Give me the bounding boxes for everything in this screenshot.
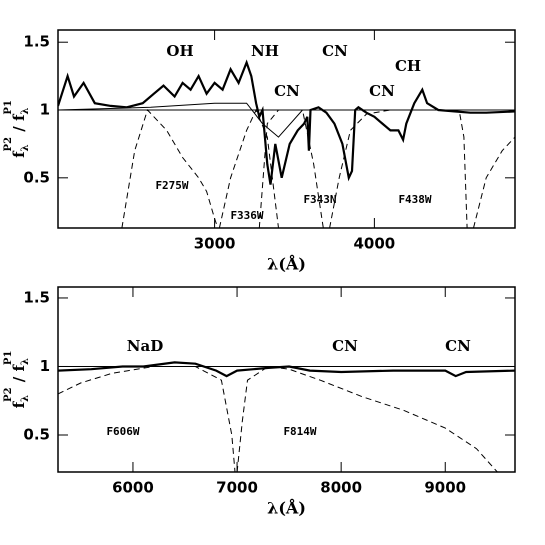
filter-label: F343N: [303, 193, 336, 206]
x-tick-label: 6000: [112, 479, 154, 497]
y-axis-label: fλP2 / fλP1: [3, 100, 31, 158]
x-tick-label: 9000: [424, 479, 466, 497]
filter-label: F814W: [283, 425, 316, 438]
y-axis-label-part: P2: [3, 137, 14, 152]
axes-frame: [57, 286, 516, 473]
annotation: CH: [395, 57, 421, 75]
y-axis-label-part: f: [10, 400, 28, 408]
y-axis-label-part: λ: [20, 108, 31, 115]
series-line: [58, 366, 236, 472]
y-tick-label: 0.5: [23, 168, 50, 186]
series-line: [329, 109, 468, 228]
y-tick-label: 1: [40, 101, 50, 119]
y-axis-label-part: λ: [20, 358, 31, 365]
y-tick-label: 1.5: [23, 288, 50, 306]
annotation: NH: [251, 42, 279, 60]
filter-label: F606W: [106, 425, 139, 438]
x-tick-label: 7000: [216, 479, 258, 497]
annotation: OH: [166, 42, 193, 60]
filter-label: F438W: [398, 193, 431, 206]
x-tick-label: 4000: [354, 235, 396, 253]
y-axis-label-part: / f: [10, 113, 28, 137]
x-tick-label: 3000: [194, 235, 236, 253]
annotation: CN: [369, 82, 395, 100]
y-axis-label-part: P2: [3, 387, 14, 402]
axes-frame: [57, 29, 516, 229]
y-axis-label-part: P1: [3, 100, 14, 114]
y-axis-label-part: f: [10, 150, 28, 158]
y-tick-label: 1: [40, 357, 50, 375]
filter-label: F336W: [230, 209, 263, 222]
y-tick-label: 1.5: [23, 33, 50, 51]
series-line: [58, 102, 515, 138]
y-axis-label-part: P1: [3, 351, 14, 365]
x-axis-label: λ(Å): [267, 497, 306, 518]
series-line: [473, 136, 515, 228]
annotation: CN: [274, 82, 300, 100]
y-axis-label-part: λ: [20, 395, 31, 402]
filter-label: F275W: [155, 179, 188, 192]
annotation: CN: [332, 337, 358, 355]
series-line: [58, 59, 515, 185]
series-line: [218, 108, 279, 228]
y-axis-label-part: / f: [10, 364, 28, 388]
x-tick-label: 8000: [320, 479, 362, 497]
series-line: [258, 109, 324, 228]
y-tick-label: 0.5: [23, 426, 50, 444]
y-axis-label: fλP2 / fλP1: [3, 351, 31, 409]
plot-area: [58, 361, 515, 472]
series-line: [121, 109, 219, 228]
annotation: NaD: [127, 337, 163, 355]
x-axis-label: λ(Å): [267, 253, 306, 274]
y-axis-label-part: λ: [20, 144, 31, 151]
annotation: CN: [322, 42, 348, 60]
annotation: CN: [445, 337, 471, 355]
series-line: [236, 365, 498, 472]
plot-area: [58, 59, 515, 228]
